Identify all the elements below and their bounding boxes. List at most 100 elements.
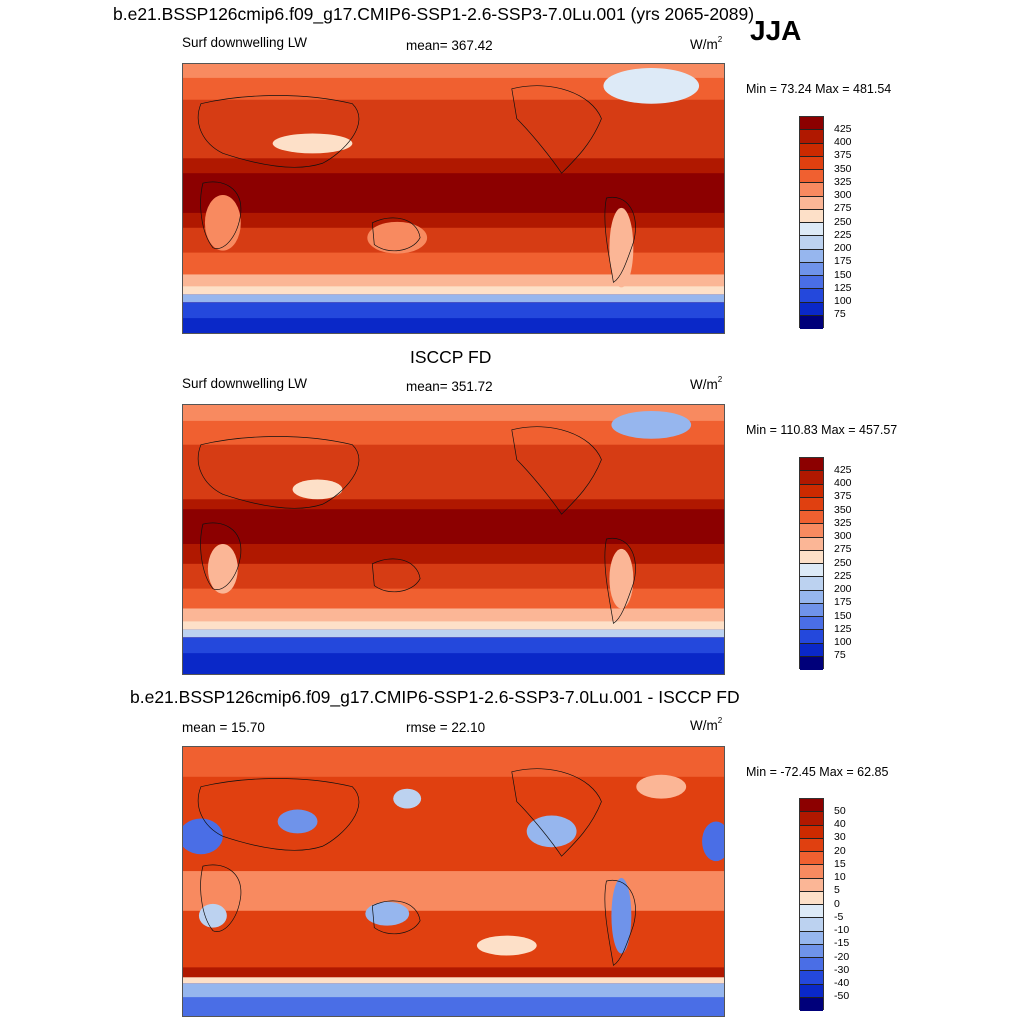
panel1-colorbar-tick-label: 100 [834,295,852,307]
panel1-colorbar-swatch [800,143,823,157]
panel3-colorbar-swatch [800,878,823,892]
panel1-map [182,63,725,334]
panel3-map [182,746,725,1017]
panel3-minmax-label: Min = -72.45 Max = 62.85 [746,765,889,779]
panel3-title: b.e21.BSSP126cmip6.f09_g17.CMIP6-SSP1-2.… [130,687,740,707]
panel2-colorbar-swatch [800,497,823,511]
panel2-colorbar-swatch [800,511,823,525]
panel1-mean-label: mean= 367.42 [406,38,493,53]
panel3-colorbar-swatch [800,799,823,813]
figure-title: b.e21.BSSP126cmip6.f09_g17.CMIP6-SSP1-2.… [113,4,755,24]
panel3-colorbar-tick-label: -10 [834,924,850,936]
panel2-colorbar-swatch [800,643,823,657]
panel2-mean-label: mean= 351.72 [406,379,493,394]
season-label: JJA [750,15,802,46]
panel1-colorbar-swatch [800,289,823,303]
panel2-colorbar-tick-label: 300 [834,530,852,542]
panel2-colorbar-swatch [800,524,823,538]
panel1-colorbar-tick-label: 325 [834,175,852,188]
panel2-colorbar-swatch [800,656,823,670]
panel2-colorbar-tick-label: 350 [834,503,852,516]
panel2-colorbar-tick-label: 275 [834,543,852,556]
panel2-colorbar-tick-label: 325 [834,516,852,529]
panel2-colorbar [799,457,824,670]
panel3-colorbar-tick-label: 50 [834,804,846,817]
panel3-colorbar-tick-label: 10 [834,871,846,883]
panel1-colorbar-tick-label: 300 [834,189,852,201]
panel1-colorbar-swatch [800,276,823,290]
panel2-colorbar-tick-label: 400 [834,477,852,489]
panel1-colorbar-swatch [800,170,823,184]
panel1-unit-label: W/m2 [690,35,723,52]
panel1-colorbar-swatch [800,236,823,250]
panel2-unit-label: W/m2 [690,375,723,392]
panel3-mean-label: mean = 15.70 [182,720,265,735]
panel1-colorbar-swatch [800,130,823,144]
panel2-colorbar-tick-label: 125 [834,622,852,635]
panel2-colorbar-tick-label: 225 [834,569,852,582]
panel3-colorbar-swatch [800,944,823,958]
panel1-colorbar-swatch [800,302,823,316]
panel2-colorbar-tick-label: 175 [834,596,852,609]
panel1-colorbar-tick-label: 150 [834,268,852,281]
panel2-colorbar-tick-label: 75 [834,649,846,662]
panel3-colorbar-swatch [800,958,823,972]
panel1-colorbar-tick-label: 250 [834,215,852,228]
panel2-colorbar-swatch [800,550,823,564]
panel1-colorbar-tick-label: 125 [834,281,852,294]
panel2-colorbar-swatch [800,603,823,617]
panel2-title: ISCCP FD [410,347,492,367]
panel2-colorbar-swatch [800,471,823,485]
panel1-colorbar-swatch [800,196,823,210]
panel2-colorbar-tick-label: 425 [834,463,852,476]
panel1-colorbar-swatch [800,223,823,237]
panel1-colorbar-tick-label: 400 [834,136,852,148]
panel3-colorbar-swatch [800,825,823,839]
panel2-minmax-label: Min = 110.83 Max = 457.57 [746,423,898,437]
panel3-colorbar-tick-label: 20 [834,844,846,857]
panel1-colorbar-swatch [800,209,823,223]
panel2-colorbar-swatch [800,564,823,578]
panel2-colorbar-swatch [800,590,823,604]
panel3-colorbar-swatch [800,865,823,879]
panel3-colorbar-tick-label: -50 [834,990,850,1003]
panel2-colorbar-swatch [800,484,823,498]
panel3-colorbar-tick-label: -40 [834,977,850,989]
panel3-rmse-label: rmse = 22.10 [406,720,486,735]
panel2-colorbar-swatch [800,630,823,644]
panel1-colorbar-tick-label: 425 [834,122,852,135]
panel2-colorbar-swatch [800,458,823,472]
panel1-minmax-label: Min = 73.24 Max = 481.54 [746,82,892,96]
panel3-colorbar-swatch [800,852,823,866]
panel2-colorbar-tick-label: 375 [834,490,852,503]
panel1-colorbar-tick-label: 350 [834,162,852,175]
panel3-colorbar-swatch [800,971,823,985]
panel2-colorbar-tick-label: 100 [834,636,852,648]
panel2-colorbar-swatch [800,537,823,551]
panel3-unit-label: W/m2 [690,716,723,733]
panel3-colorbar-swatch [800,838,823,852]
panel1-colorbar-tick-label: 175 [834,255,852,268]
panel2-map [182,404,725,675]
panel3-colorbar-swatch [800,891,823,905]
panel3-colorbar-tick-label: 30 [834,831,846,844]
panel3-colorbar-tick-label: -30 [834,963,850,976]
panel3-colorbar-tick-label: 15 [834,857,846,870]
panel3-map-field [183,747,724,1016]
panel1-colorbar-swatch [800,249,823,263]
panel1-colorbar-swatch [800,183,823,197]
panel2-map-field [183,405,724,674]
panel1-colorbar [799,116,824,329]
panel1-colorbar-tick-label: 75 [834,308,846,321]
panel3-colorbar-tick-label: -20 [834,950,850,963]
panel1-colorbar-swatch [800,117,823,131]
panel3-colorbar [799,798,824,1011]
panel1-colorbar-tick-label: 200 [834,242,852,254]
panel3-colorbar-tick-label: 40 [834,818,846,830]
panel1-colorbar-swatch [800,262,823,276]
panel3-colorbar-swatch [800,918,823,932]
panel3-colorbar-tick-label: -15 [834,937,850,950]
panel3-colorbar-swatch [800,905,823,919]
panel1-colorbar-tick-label: 375 [834,149,852,162]
panel1-colorbar-swatch [800,156,823,170]
